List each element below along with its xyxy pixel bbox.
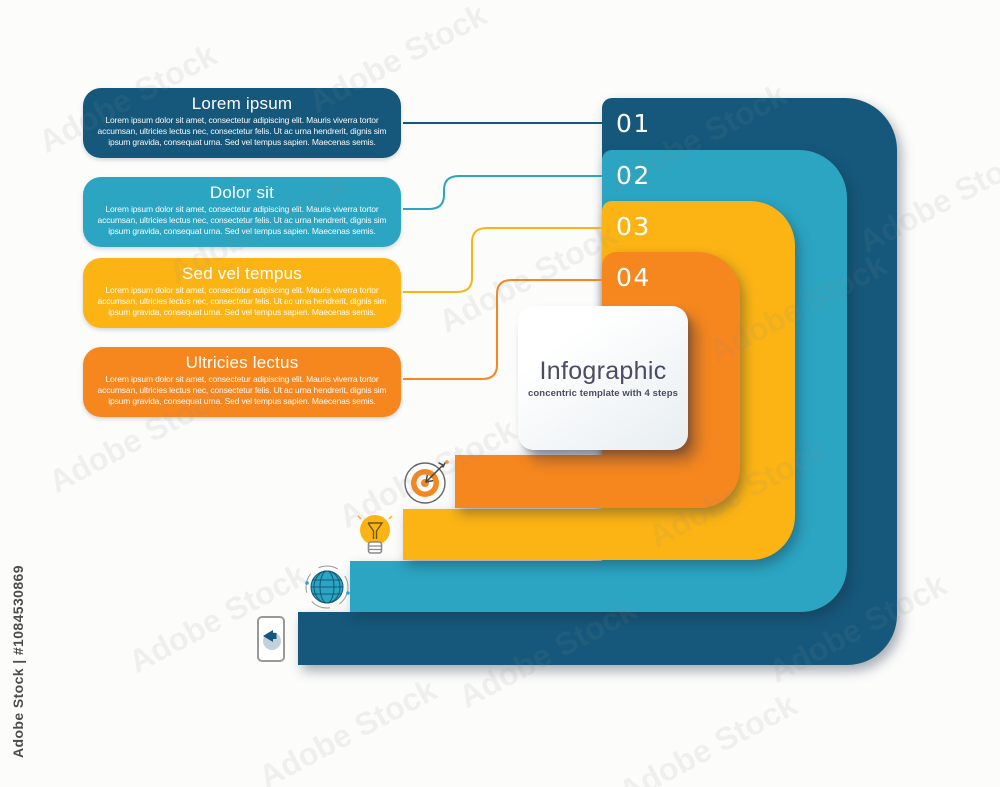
watermark-text: Adobe Stock — [702, 246, 893, 370]
connector-line-2 — [403, 175, 610, 210]
step-2-shape-band — [350, 561, 640, 612]
card-subtitle: concentric template with 4 steps — [528, 388, 678, 399]
step-number-04: 04 — [616, 263, 651, 292]
card-title: Infographic — [539, 357, 667, 385]
smartphone-megaphone-icon — [257, 616, 285, 662]
step-4-shape-band — [455, 455, 645, 508]
connector-line-3 — [403, 227, 610, 293]
target-arrow-icon — [404, 460, 449, 504]
globe-icon — [305, 565, 350, 609]
step-number-03: 03 — [616, 212, 651, 241]
step-2-textbox: Dolor sit Lorem ipsum dolor sit amet, co… — [83, 177, 401, 247]
step-1-title: Lorem ipsum — [191, 94, 293, 113]
step-1-textbox: Lorem ipsum Lorem ipsum dolor sit amet, … — [83, 88, 401, 158]
step-number-01: 01 — [616, 109, 651, 138]
watermark-text: Adobe Stock — [332, 411, 523, 535]
step-4-textbox: Ultricies lectus Lorem ipsum dolor sit a… — [83, 347, 401, 417]
step-3-shape-band — [403, 509, 643, 560]
watermark-text: Adobe Stock — [452, 591, 643, 715]
step-3-textbox: Sed vel tempus Lorem ipsum dolor sit ame… — [83, 258, 401, 328]
step-2-title: Dolor sit — [209, 183, 275, 202]
watermark-text: Adobe Stock — [252, 671, 443, 787]
step-4-body: Lorem ipsum dolor sit amet, consectetur … — [97, 374, 387, 407]
step-number-02: 02 — [616, 161, 651, 190]
watermark-text: Adobe Stock — [612, 686, 803, 787]
step-1-shape-band — [298, 612, 638, 665]
watermark-text: Adobe Stock — [122, 556, 313, 680]
lightbulb-icon — [357, 515, 393, 554]
step-4-title: Ultricies lectus — [185, 353, 299, 372]
watermark-text: Adobe Stock — [852, 136, 1000, 260]
center-card: Infographic concentric template with 4 s… — [518, 306, 688, 450]
step-3-body: Lorem ipsum dolor sit amet, consectetur … — [97, 285, 387, 318]
step-3-title: Sed vel tempus — [182, 264, 302, 283]
watermark-id-text: Adobe Stock | #1084530869 — [10, 565, 26, 758]
watermark-text: Adobe Stock — [762, 566, 953, 690]
step-2-body: Lorem ipsum dolor sit amet, consectetur … — [97, 204, 387, 237]
step-1-body: Lorem ipsum dolor sit amet, consectetur … — [97, 115, 387, 148]
